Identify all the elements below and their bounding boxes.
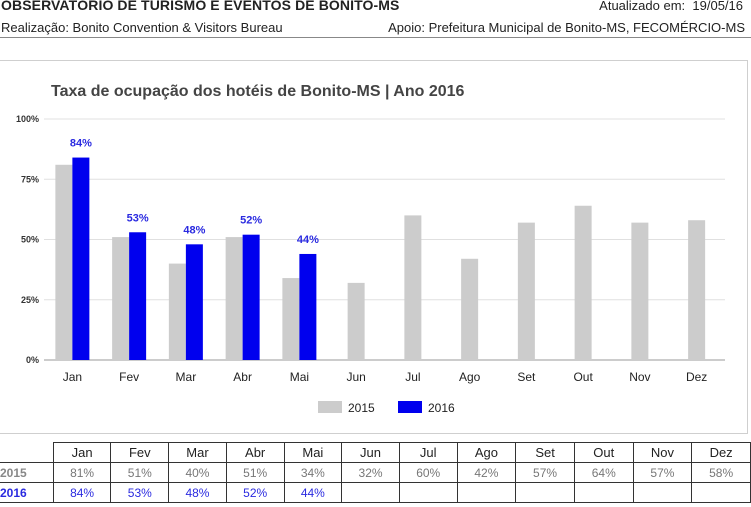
table-header-cell: Mai (283, 442, 343, 463)
x-tick-label: Nov (629, 370, 650, 384)
x-tick-label: Dez (686, 370, 707, 384)
table-header-cell: Jul (398, 442, 458, 463)
table-header-cell: Set (515, 442, 575, 463)
y-tick-label: 25% (21, 295, 39, 305)
table-cell: 64% (573, 462, 634, 483)
table-cell: 40% (168, 462, 227, 483)
table-cell: 60% (398, 462, 458, 483)
table-header-cell: Nov (632, 442, 693, 463)
table-row: 2015 81% 51% 40% 51% 34% 32% 60% 42% 57% 64% 57% 58% (0, 462, 751, 483)
bar-2016 (72, 157, 90, 360)
table-cell (398, 482, 458, 503)
table-cell: 34% (283, 462, 343, 483)
chart-panel: Taxa de ocupação dos hotéis de Bonito-MS… (0, 60, 748, 434)
table-header-cell: Jun (341, 442, 400, 463)
x-tick-label: Mar (176, 370, 197, 384)
bar-2016 (185, 244, 203, 360)
table-header-cell: Jan (52, 442, 112, 463)
bar-2015 (112, 237, 130, 360)
table-cell: 51% (225, 462, 285, 483)
table-cell: 57% (632, 462, 693, 483)
table-cell: 44% (283, 482, 343, 503)
x-tick-label: Jun (346, 370, 365, 384)
table-header-cell: Dez (691, 442, 751, 463)
table-cell (456, 482, 517, 503)
table-row-label: 2015 (0, 462, 54, 483)
bar-2016 (299, 253, 317, 360)
data-table: Jan Fev Mar Abr Mai Jun Jul Ago Set Out Nov Dez 201… (0, 442, 751, 503)
x-tick-label: Set (517, 370, 536, 384)
data-label-2016: 53% (127, 212, 149, 224)
bar-2016 (129, 232, 147, 360)
x-tick-label: Mai (290, 370, 309, 384)
updated-info: Atualizado em: 19/05/16 (599, 0, 743, 13)
table-header-row: Jan Fev Mar Abr Mai Jun Jul Ago Set Out Nov Dez (0, 442, 751, 463)
legend-label-2015: 2015 (348, 401, 375, 415)
legend-swatch-2015 (318, 401, 342, 413)
table-cell: 42% (456, 462, 517, 483)
bar-2015 (55, 164, 73, 360)
x-tick-label: Fev (119, 370, 139, 384)
table-cell (632, 482, 693, 503)
y-tick-label: 0% (26, 355, 39, 365)
bar-2015 (688, 220, 706, 360)
data-label-2016: 84% (70, 138, 92, 150)
table-cell (573, 482, 634, 503)
bar-2015 (282, 278, 300, 360)
bar-2015 (631, 222, 649, 360)
chart-title: Taxa de ocupação dos hotéis de Bonito-MS… (51, 83, 465, 100)
table-corner-cell (0, 442, 54, 463)
table-cell: 81% (52, 462, 112, 483)
header-divider (0, 37, 751, 38)
y-tick-label: 50% (21, 235, 39, 245)
x-tick-label: Jul (405, 370, 420, 384)
realization-text: Realização: Bonito Convention & Visitors… (1, 20, 283, 35)
table-row-label: 2016 (0, 482, 54, 503)
bar-2015 (225, 237, 243, 360)
table-cell: 53% (110, 482, 170, 503)
table-header-cell: Mar (168, 442, 227, 463)
legend-swatch-2016 (398, 401, 422, 413)
updated-date: 19/05/16 (692, 0, 743, 13)
table-cell: 58% (691, 462, 751, 483)
support-text: Apoio: Prefeitura Municipal de Bonito-MS… (388, 20, 745, 35)
x-tick-label: Jan (63, 370, 82, 384)
data-label-2016: 52% (240, 215, 262, 227)
updated-label: Atualizado em: (599, 0, 686, 13)
data-label-2016: 48% (183, 224, 205, 236)
table-cell: 48% (168, 482, 227, 503)
bar-2015 (517, 222, 535, 360)
occupancy-chart: Taxa de ocupação dos hotéis de Bonito-MS… (16, 83, 725, 415)
bar-2015 (404, 215, 422, 360)
table-row: 2016 84% 53% 48% 52% 44% (0, 482, 751, 503)
table-cell (515, 482, 575, 503)
bar-2015 (574, 205, 592, 360)
table-header-cell: Abr (225, 442, 285, 463)
table-cell: 84% (52, 482, 112, 503)
table-header-cell: Ago (456, 442, 517, 463)
y-tick-label: 75% (21, 174, 39, 184)
table-header-cell: Fev (110, 442, 170, 463)
y-tick-label: 100% (16, 114, 39, 124)
table-cell: 32% (341, 462, 400, 483)
x-tick-label: Ago (459, 370, 481, 384)
x-tick-label: Abr (233, 370, 252, 384)
legend-label-2016: 2016 (428, 401, 455, 415)
table-cell (341, 482, 400, 503)
table-cell: 57% (515, 462, 575, 483)
table-cell: 52% (225, 482, 285, 503)
table-cell (691, 482, 751, 503)
bar-2015 (461, 258, 479, 360)
table-header-cell: Out (573, 442, 634, 463)
data-label-2016: 44% (297, 234, 319, 246)
page-title: OBSERVATÓRIO DE TURISMO E EVENTOS DE BON… (1, 0, 400, 13)
bar-2016 (242, 234, 260, 360)
bar-2015 (168, 263, 186, 360)
x-tick-label: Out (573, 370, 593, 384)
table-cell: 51% (110, 462, 170, 483)
bar-2015 (347, 282, 365, 360)
